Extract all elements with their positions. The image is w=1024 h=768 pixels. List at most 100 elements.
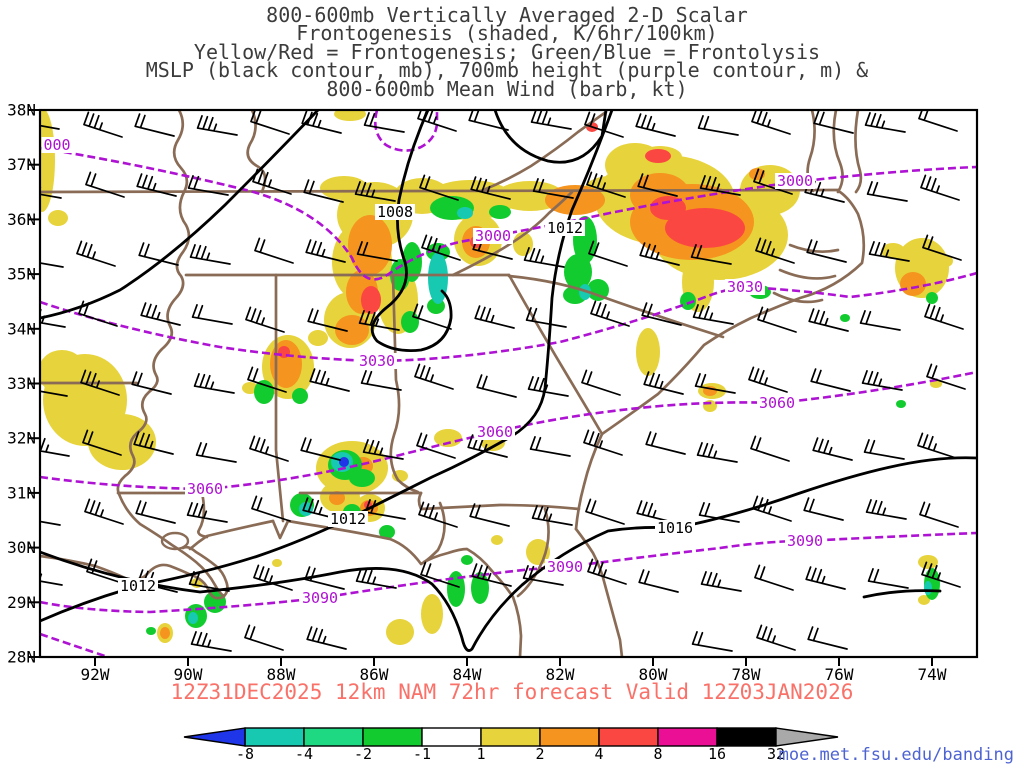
contour-label: 3060 (477, 423, 513, 441)
colorbar-right-arrow (775, 727, 839, 747)
colorbar-label: -1 (413, 745, 431, 763)
contour-label-halo (725, 279, 765, 295)
lake-pontchartrain (160, 531, 190, 551)
title-line: 800-600mb Mean Wind (barb, kt) (326, 77, 687, 101)
suwannee-river (516, 507, 550, 598)
colorbar-segment (303, 727, 364, 747)
forecast-caption: 12Z31DEC2025 12km NAM 72hr forecast Vali… (171, 680, 854, 704)
lat-label: 37N (7, 155, 36, 174)
lon-label: 86W (360, 665, 389, 684)
contour-label-halo (300, 590, 340, 606)
height-contour-corner (40, 632, 109, 657)
colorbar-label: -2 (354, 745, 372, 763)
border-ky-va (479, 110, 608, 193)
border-al-ga (389, 273, 420, 494)
contour-label-halo (473, 228, 513, 244)
contour-label: 3000 (777, 172, 813, 190)
lat-label: 29N (7, 593, 36, 612)
title-line: Frontogenesis (shaded, K/6hr/100km) (296, 21, 717, 45)
colorbar-label: -4 (295, 745, 313, 763)
lat-label: 35N (7, 265, 36, 284)
colorbar-segment (657, 727, 718, 747)
contour-label-halo (375, 204, 415, 220)
contour-label: 3060 (187, 480, 223, 498)
contour-label-halo (775, 173, 815, 189)
title-line: Yellow/Red = Frontogenesis; Green/Blue =… (194, 40, 820, 64)
colorbar-left-arrow (183, 727, 246, 747)
lon-label: 92W (81, 665, 110, 684)
mslp-contours (40, 110, 977, 652)
lon-label: 76W (825, 665, 854, 684)
pearl-river (197, 491, 209, 539)
colorbar-label: -8 (236, 745, 254, 763)
mslp-contour (493, 110, 608, 164)
lon-label: 84W (453, 665, 482, 684)
contour-label: 3090 (787, 532, 823, 550)
axes: 38N 37N 36N 35N 34N 33N 32N 31N 30N 29N 28N 92W 90W 8… (7, 101, 947, 685)
border-tn-nc (451, 190, 574, 277)
chart-title: 800-600mb Vertically Averaged 2-D Scalar… (146, 3, 868, 101)
carolina-coast (600, 190, 866, 436)
lon-label: 82W (546, 665, 575, 684)
contour-label: 3030 (359, 352, 395, 370)
contour-label: 3090 (547, 558, 583, 576)
contour-label-halo (328, 511, 368, 527)
colorbar-label: 16 (708, 745, 726, 763)
lon-label: 88W (267, 665, 296, 684)
contour-label-halo (185, 481, 225, 497)
lat-label: 36N (7, 210, 36, 229)
mslp-contour (40, 110, 320, 320)
height-contour-3030 (40, 271, 977, 363)
colorbar-segment (539, 727, 600, 747)
border-nc-sc (507, 274, 725, 339)
contour-label: 3030 (727, 278, 763, 296)
georgia-coast (574, 432, 604, 531)
colorbar-label: 1 (476, 745, 485, 763)
colorbar-label: 2 (535, 745, 544, 763)
lon-label: 80W (639, 665, 668, 684)
contour-label-halo (41, 137, 73, 153)
pamlico-sound (788, 243, 840, 253)
colorbar-segment (716, 727, 777, 747)
lat-label: 33N (7, 374, 36, 393)
wind-barbs (40, 110, 966, 652)
lon-label: 90W (174, 665, 203, 684)
contour-label: 1016 (657, 519, 693, 537)
florida-gulf-coast (286, 519, 523, 657)
source-link[interactable]: moe.met.fsu.edu/banding (779, 745, 1014, 765)
contour-label-halo (785, 533, 825, 549)
contour-label: 1012 (330, 510, 366, 528)
chesapeake-bay-east (832, 110, 844, 194)
delmarva-coast (854, 110, 863, 194)
contour-label-halo (545, 559, 585, 575)
estuary (772, 291, 824, 304)
contour-label-halo (545, 220, 585, 236)
lat-label: 28N (7, 648, 36, 667)
lat-label: 38N (7, 101, 36, 120)
lon-label: 78W (732, 665, 761, 684)
contour-labels: 000 3000 3000 3030 3030 3060 3060 3060 3090 3090 3… (41, 136, 825, 607)
colorbar-label: 4 (594, 745, 603, 763)
mississippi-coast (188, 519, 275, 551)
contour-label: 3060 (759, 394, 795, 412)
colorbar-segment (480, 727, 541, 747)
mississippi-river (116, 110, 226, 598)
contour-label-halo (757, 395, 797, 411)
contour-label-halo (357, 353, 397, 369)
contour-label-halo (475, 424, 515, 440)
contour-label: 1012 (547, 219, 583, 237)
neuse-estuary (778, 268, 837, 280)
mslp-contour-1016 (40, 456, 977, 652)
colorbar-segment (362, 727, 423, 747)
ohio-river (246, 110, 267, 194)
colorbar-segment (244, 727, 305, 747)
contour-label: 3090 (302, 589, 338, 607)
title-line: MSLP (black contour, mb), 700mb height (… (146, 58, 868, 82)
lat-label: 30N (7, 538, 36, 557)
colorbar-segment (421, 727, 482, 747)
contour-label: 1012 (120, 577, 156, 595)
contour-label-halo (655, 520, 695, 536)
title-line: 800-600mb Vertically Averaged 2-D Scalar (266, 3, 748, 27)
